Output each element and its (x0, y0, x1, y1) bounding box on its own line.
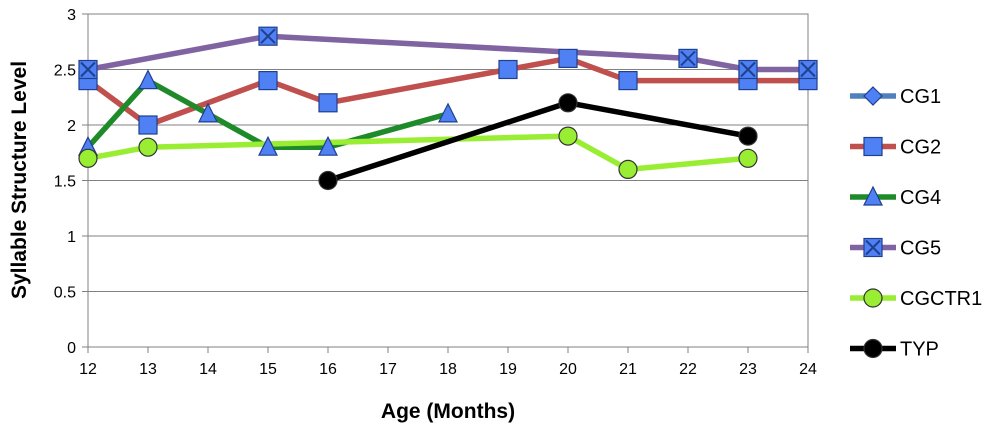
x-axis-title: Age (Months) (381, 400, 515, 423)
data-point-cg5 (78, 59, 98, 80)
x-tick-label: 12 (79, 361, 97, 378)
x-tick-label: 21 (619, 361, 637, 378)
legend-marker (863, 237, 883, 258)
data-point-cg4 (438, 102, 458, 123)
data-point-cg4 (258, 135, 278, 156)
legend-label: CG1 (900, 86, 941, 108)
series-line-cg5 (85, 33, 811, 73)
marker-cross (740, 61, 756, 78)
marker-cross (260, 28, 276, 44)
legend-label: CGCTR1 (900, 288, 982, 310)
legend-label: CG2 (900, 137, 941, 159)
data-point-cg5 (798, 59, 818, 80)
legend-item-typ: TYP (850, 339, 939, 361)
marker-cross (800, 61, 816, 78)
marker-cross (865, 239, 881, 256)
x-tick-label: 15 (259, 361, 277, 378)
legend-marker (863, 288, 883, 308)
data-point-cg5 (258, 26, 278, 46)
legend-marker (863, 136, 883, 157)
x-tick-label: 22 (679, 361, 697, 378)
data-point-cg2 (258, 70, 278, 91)
legend-marker (863, 185, 883, 206)
legend-label: CG5 (900, 238, 941, 260)
x-tick-label: 16 (319, 361, 337, 378)
gridlines (82, 13, 809, 353)
data-point-typ (318, 170, 338, 191)
legend-item-cg1: CG1 (850, 86, 941, 108)
x-tick-label: 14 (199, 361, 217, 378)
y-tick-label: 1.5 (54, 174, 76, 191)
legend-item-cg4: CG4 (850, 185, 941, 209)
legend-item-cg5: CG5 (850, 238, 941, 260)
y-tick-label: 0.5 (54, 285, 76, 302)
y-axis-tick-labels: 0 0.5 1 1.5 2 2.5 3 (54, 7, 76, 357)
x-tick-label: 23 (739, 361, 757, 378)
y-tick-label: 2.5 (54, 63, 76, 80)
legend: CG1 CG2 CG4 CG5 CGCTR1 TYP (850, 86, 982, 361)
legend-label: TYP (900, 339, 939, 361)
data-point-cg2 (318, 93, 338, 113)
marker-cross (680, 50, 696, 67)
x-tick-label: 17 (379, 361, 397, 378)
x-tick-label: 19 (499, 361, 517, 378)
data-point-cg5 (678, 48, 698, 69)
x-tick-label: 20 (559, 361, 577, 378)
data-point-cg2 (138, 115, 158, 135)
data-point-cgctr1 (558, 126, 578, 146)
y-axis-title: Syllable Structure Level (8, 61, 31, 299)
x-tick-label: 13 (139, 361, 157, 378)
legend-item-cgctr1: CGCTR1 (850, 288, 982, 310)
data-point-typ (558, 93, 578, 113)
y-tick-label: 1 (67, 229, 76, 246)
legend-label: CG4 (900, 187, 941, 209)
data-point-cg5 (738, 59, 758, 80)
plot-area (87, 13, 809, 348)
data-point-cgctr1 (138, 137, 158, 157)
data-point-cg4 (198, 102, 218, 123)
x-tick-label: 18 (439, 361, 457, 378)
legend-item-cg2: CG2 (850, 137, 941, 159)
data-point-cgctr1 (738, 148, 758, 168)
legend-marker (863, 338, 883, 359)
legend-marker (863, 86, 883, 106)
data-point-cgctr1 (618, 159, 638, 179)
y-tick-label: 0 (67, 340, 76, 357)
data-point-cg4 (318, 135, 338, 156)
marker-cross (80, 61, 96, 78)
y-tick-label: 2 (67, 118, 76, 135)
data-point-cg2 (498, 59, 518, 80)
y-tick-label: 3 (67, 7, 76, 24)
x-tick-label: 24 (799, 361, 817, 378)
data-point-cg4 (138, 69, 158, 90)
data-point-typ (738, 126, 758, 146)
data-point-cg2 (558, 48, 578, 69)
series-markers (78, 26, 818, 191)
data-point-cg2 (618, 70, 638, 91)
data-point-cgctr1 (78, 148, 98, 168)
x-axis-tick-labels: 12 13 14 15 16 17 18 19 20 21 22 23 24 (79, 361, 817, 378)
